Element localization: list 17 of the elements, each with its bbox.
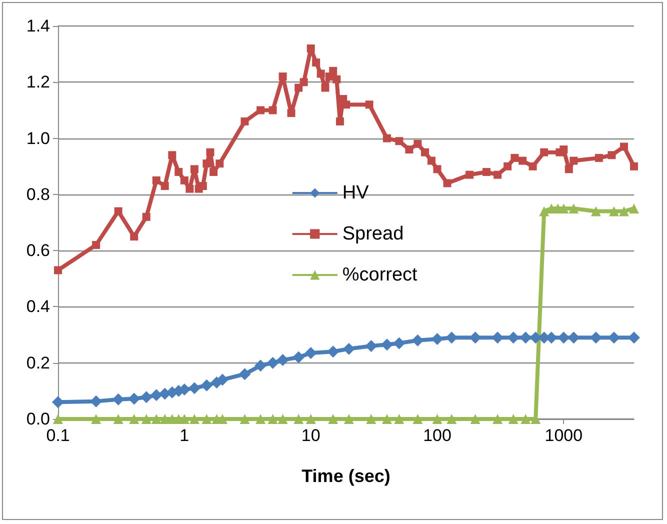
x-axis-title: Time (sec) <box>302 466 390 486</box>
y-tick-label: 0.6 <box>26 241 50 260</box>
x-tick-label: 100 <box>423 426 452 445</box>
legend-label: %correct <box>342 264 418 286</box>
y-tick-label: 0.0 <box>26 410 50 428</box>
y-tick-label: 1.2 <box>26 72 50 92</box>
y-tick-label: 0.2 <box>26 353 50 372</box>
x-tick-label: 10 <box>301 426 320 445</box>
y-tick-label: 1.4 <box>26 16 50 36</box>
x-tick-label: 1000 <box>544 426 583 445</box>
x-tick-label: 0.1 <box>46 426 70 445</box>
legend-label: HV <box>342 182 370 204</box>
x-tick-label: 1 <box>180 426 190 445</box>
y-tick-label: 0.8 <box>26 184 50 204</box>
y-tick-label: 1.0 <box>26 128 50 148</box>
legend-label: Spread <box>342 223 404 244</box>
y-tick-label: 0.4 <box>26 297 50 316</box>
